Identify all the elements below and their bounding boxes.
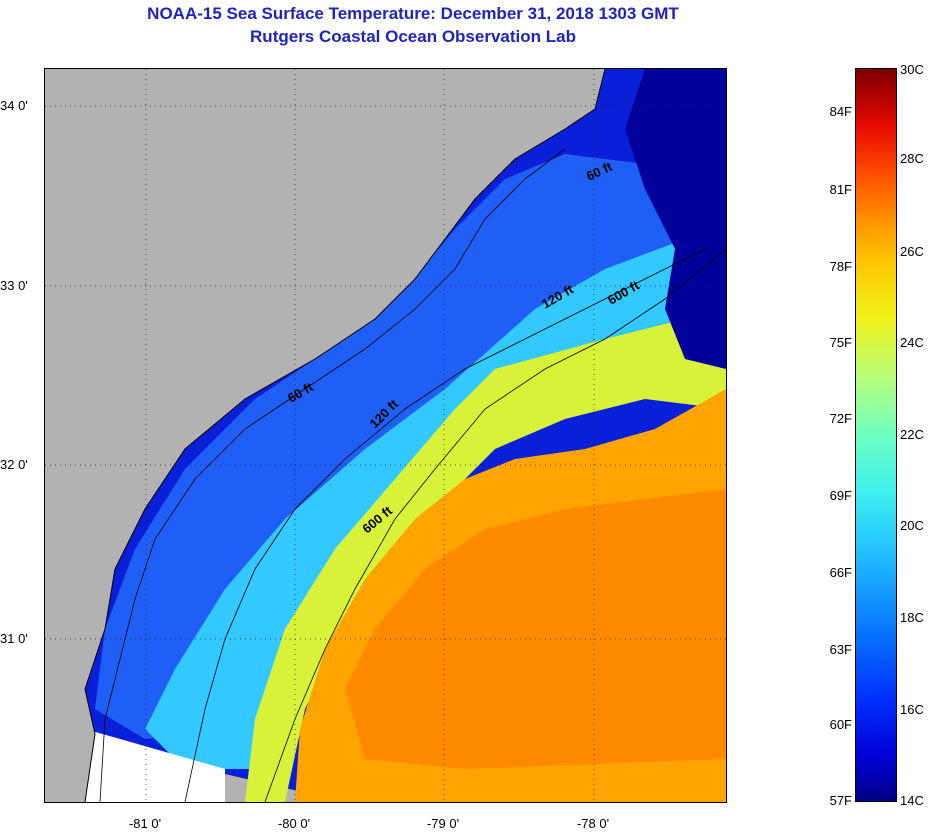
sst-map[interactable]: 60 ft 120 ft 600 ft 60 ft 120 ft 600 ft [44,68,727,803]
colorbar-f-label: 78F [829,259,852,274]
colorbar-f-label: 66F [829,565,852,580]
colorbar-c-label: 30C [900,62,924,77]
colorbar-c-label: 16C [900,702,924,717]
lon-label-78: -78 0' [576,816,610,831]
ocean-warm-core [345,489,726,769]
map-title: NOAA-15 Sea Surface Temperature: Decembe… [147,4,679,23]
colorbar-c-label: 28C [900,151,924,166]
ocean-offshore-cold [625,69,726,369]
lat-label-31: 31 0' [0,631,28,646]
contour-600ft [264,248,726,802]
map-subtitle: Rutgers Coastal Ocean Observation Lab [250,27,576,46]
colorbar-c-label: 18C [900,610,924,625]
colorbar-c-label: 26C [900,244,924,259]
ocean-transition [245,319,726,802]
colorbar-f-label: 84F [829,104,852,119]
colorbar-f-label: 60F [829,717,852,732]
colorbar-f-label: 81F [829,182,852,197]
lat-label-33: 33 0' [0,278,28,293]
colorbar-f-label: 69F [829,488,852,503]
colorbar-f-label: 75F [829,335,852,350]
lon-label-80: -80 0' [277,816,311,831]
colorbar-c-label: 14C [900,793,924,808]
lon-label-81: -81 0' [128,816,162,831]
colorbar-f-label: 57F [829,793,852,808]
lon-label-79: -79 0' [426,816,460,831]
lat-lon-grid [45,69,726,802]
colorbar-f-label: 72F [829,411,852,426]
no-data-area [85,729,225,802]
lat-label-34: 34 0' [0,98,28,113]
coastline [84,69,606,802]
sst-map-canvas: 60 ft 120 ft 600 ft 60 ft 120 ft 600 ft [45,69,726,802]
colorbar-c-label: 20C [900,518,924,533]
contour-120ft [184,248,706,802]
temperature-colorbar [855,68,897,802]
colorbar-c-label: 22C [900,427,924,442]
colorbar-c-label: 24C [900,335,924,350]
colorbar-f-label: 63F [829,642,852,657]
contour-60ft [99,148,566,802]
lat-label-32: 32 0' [0,457,28,472]
land [45,69,605,802]
